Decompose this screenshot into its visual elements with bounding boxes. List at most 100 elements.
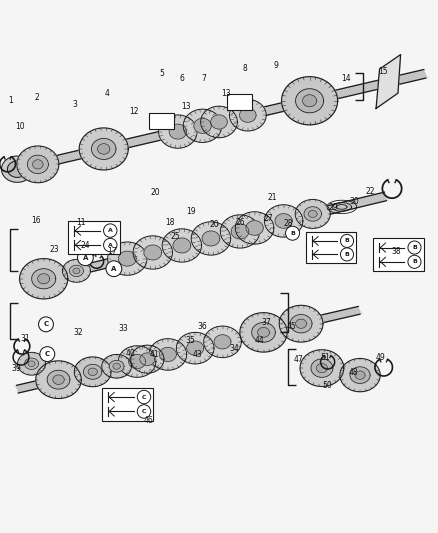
Polygon shape — [70, 265, 83, 277]
Circle shape — [137, 390, 151, 403]
Ellipse shape — [1, 156, 33, 182]
Polygon shape — [282, 77, 338, 125]
Polygon shape — [98, 144, 110, 154]
Text: 21: 21 — [268, 193, 277, 202]
Polygon shape — [211, 115, 227, 129]
Circle shape — [408, 241, 421, 254]
Polygon shape — [129, 354, 145, 369]
Polygon shape — [20, 259, 68, 299]
Polygon shape — [376, 54, 401, 109]
Polygon shape — [131, 345, 164, 373]
Circle shape — [340, 248, 353, 261]
Polygon shape — [74, 357, 111, 386]
Polygon shape — [25, 358, 39, 369]
Circle shape — [103, 224, 117, 237]
Text: 2: 2 — [35, 93, 39, 102]
Bar — [373, 238, 424, 271]
Polygon shape — [177, 333, 214, 364]
Text: 40: 40 — [126, 349, 135, 358]
Text: 4: 4 — [105, 89, 110, 98]
Polygon shape — [246, 221, 263, 235]
Text: 24: 24 — [81, 241, 90, 250]
Polygon shape — [149, 338, 187, 370]
Polygon shape — [36, 361, 81, 399]
Polygon shape — [108, 242, 147, 275]
Text: 5: 5 — [159, 69, 165, 78]
Polygon shape — [159, 348, 177, 361]
Text: A: A — [111, 265, 117, 272]
Polygon shape — [84, 365, 102, 379]
Text: 51: 51 — [320, 353, 330, 362]
Polygon shape — [162, 229, 201, 262]
Polygon shape — [47, 370, 70, 389]
Text: 46: 46 — [143, 416, 153, 425]
Text: 25: 25 — [170, 232, 180, 241]
Text: C: C — [45, 351, 50, 357]
Text: 20: 20 — [151, 189, 160, 197]
Polygon shape — [340, 359, 380, 392]
Polygon shape — [17, 306, 360, 393]
Text: 16: 16 — [31, 216, 41, 225]
Polygon shape — [290, 314, 312, 333]
Text: 44: 44 — [254, 336, 264, 344]
Polygon shape — [350, 367, 370, 383]
Polygon shape — [304, 207, 321, 221]
Bar — [149, 112, 173, 130]
Polygon shape — [79, 128, 128, 170]
Polygon shape — [159, 115, 197, 148]
Text: 22: 22 — [365, 187, 375, 196]
Text: C: C — [142, 409, 146, 414]
Text: 34: 34 — [230, 344, 239, 353]
Text: 41: 41 — [149, 351, 159, 359]
Text: 28: 28 — [283, 219, 293, 228]
Polygon shape — [355, 371, 365, 379]
Polygon shape — [231, 224, 249, 239]
Text: 48: 48 — [349, 368, 359, 377]
Polygon shape — [28, 361, 35, 367]
Polygon shape — [187, 341, 204, 355]
Polygon shape — [230, 100, 266, 131]
Polygon shape — [32, 269, 56, 289]
Text: 12: 12 — [129, 107, 138, 116]
Text: 9: 9 — [273, 61, 279, 70]
Text: 1: 1 — [9, 95, 13, 104]
Text: C: C — [43, 321, 49, 327]
Polygon shape — [214, 335, 231, 349]
Polygon shape — [308, 211, 317, 217]
Text: B: B — [345, 252, 350, 257]
Polygon shape — [17, 146, 59, 183]
Circle shape — [106, 261, 122, 277]
Polygon shape — [279, 305, 323, 342]
Text: 6: 6 — [179, 74, 184, 83]
Polygon shape — [102, 354, 131, 378]
Text: 30: 30 — [350, 197, 360, 206]
Polygon shape — [92, 139, 116, 159]
Polygon shape — [27, 155, 48, 174]
Polygon shape — [140, 353, 155, 366]
Text: 43: 43 — [193, 351, 203, 359]
Polygon shape — [144, 245, 162, 260]
Text: 49: 49 — [375, 353, 385, 362]
Circle shape — [103, 238, 117, 252]
Ellipse shape — [7, 161, 27, 177]
Text: 33: 33 — [119, 324, 128, 333]
Polygon shape — [118, 251, 136, 266]
Text: 50: 50 — [323, 381, 332, 390]
Polygon shape — [18, 352, 46, 375]
Text: 13: 13 — [221, 89, 230, 98]
Text: 26: 26 — [235, 218, 245, 227]
Polygon shape — [295, 199, 330, 229]
Polygon shape — [240, 108, 256, 122]
Polygon shape — [240, 313, 287, 352]
Text: 36: 36 — [198, 322, 207, 332]
Text: 45: 45 — [286, 322, 296, 332]
Polygon shape — [201, 106, 237, 138]
Circle shape — [39, 317, 53, 332]
Polygon shape — [113, 364, 120, 369]
Text: 35: 35 — [186, 336, 195, 344]
Text: 7: 7 — [201, 74, 206, 83]
Text: 23: 23 — [50, 245, 60, 254]
Polygon shape — [53, 375, 64, 384]
Text: 15: 15 — [378, 67, 388, 76]
Polygon shape — [296, 319, 307, 328]
